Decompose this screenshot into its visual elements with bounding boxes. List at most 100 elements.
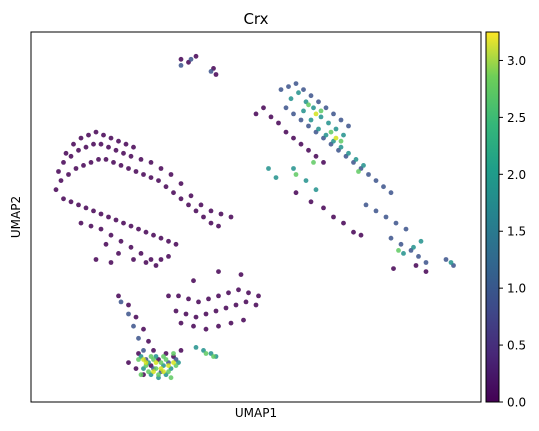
data-point <box>123 141 129 147</box>
data-point <box>291 166 296 171</box>
data-point <box>136 357 141 362</box>
data-point <box>331 111 336 117</box>
data-point <box>188 56 194 62</box>
data-point <box>106 214 111 220</box>
data-point <box>306 102 311 108</box>
data-point <box>121 220 126 226</box>
data-point <box>161 369 166 375</box>
y-axis-label: UMAP2 <box>9 196 23 238</box>
data-point <box>71 141 76 147</box>
data-point <box>203 326 209 332</box>
data-point <box>203 351 209 356</box>
data-point <box>103 241 109 247</box>
data-point <box>328 129 334 135</box>
data-point <box>198 202 204 208</box>
data-point <box>178 56 184 62</box>
data-point <box>196 299 201 305</box>
data-point <box>296 90 301 96</box>
data-point <box>68 153 74 159</box>
data-point <box>138 157 144 162</box>
data-point <box>63 150 69 156</box>
data-point <box>361 163 366 168</box>
data-point <box>96 157 101 162</box>
data-point <box>93 257 99 262</box>
data-point <box>138 372 144 378</box>
data-point <box>193 314 199 320</box>
data-point <box>443 257 449 262</box>
data-point <box>246 290 251 296</box>
data-point <box>401 251 406 256</box>
data-point <box>313 153 319 159</box>
data-point <box>253 302 259 308</box>
data-point <box>298 117 304 123</box>
data-point <box>413 263 419 268</box>
data-point <box>183 311 189 317</box>
data-point <box>166 293 171 299</box>
data-point <box>78 135 84 141</box>
data-point <box>298 141 304 147</box>
data-point <box>393 220 399 226</box>
data-point <box>116 251 121 256</box>
data-point <box>338 117 344 123</box>
data-point <box>316 99 321 105</box>
data-point <box>276 120 281 126</box>
data-point <box>151 348 156 353</box>
data-point <box>208 220 214 226</box>
data-point <box>86 132 91 138</box>
data-point <box>131 323 136 329</box>
data-point <box>56 169 61 174</box>
data-point <box>266 166 271 171</box>
data-point <box>216 269 221 274</box>
data-point <box>146 369 151 375</box>
data-point <box>153 263 159 268</box>
data-point <box>156 178 161 184</box>
data-point <box>178 320 184 326</box>
data-point <box>166 363 171 368</box>
data-point <box>116 138 121 144</box>
data-point <box>313 111 319 117</box>
data-point <box>171 351 176 356</box>
colorbar-tick-label: 3.0 <box>507 54 526 68</box>
data-point <box>423 269 429 274</box>
data-point <box>173 308 179 314</box>
data-point <box>346 150 351 156</box>
data-point <box>133 366 139 371</box>
data-point <box>126 360 131 365</box>
data-point <box>186 296 191 302</box>
data-point <box>351 229 356 235</box>
data-point <box>308 199 314 205</box>
data-point <box>228 320 234 326</box>
data-point <box>241 317 246 323</box>
data-point <box>283 129 289 135</box>
data-point <box>58 178 64 184</box>
data-point <box>403 226 409 232</box>
data-point <box>128 244 134 250</box>
data-point <box>148 175 154 181</box>
data-point <box>98 211 104 217</box>
data-point <box>66 172 71 177</box>
data-point <box>108 135 114 141</box>
data-point <box>236 287 241 293</box>
data-point <box>121 150 126 156</box>
data-point <box>208 69 214 74</box>
data-point <box>171 360 176 365</box>
data-point <box>363 202 369 208</box>
data-point <box>91 141 96 147</box>
data-point <box>88 160 94 165</box>
data-point <box>158 166 164 171</box>
data-point <box>341 220 346 226</box>
colorbar <box>485 31 500 403</box>
data-point <box>148 160 154 165</box>
data-point <box>323 105 329 111</box>
data-point <box>233 302 239 308</box>
data-point <box>141 357 146 362</box>
data-point <box>91 208 96 214</box>
scatter-points <box>53 53 456 381</box>
data-point <box>226 290 231 296</box>
data-point <box>346 123 351 129</box>
data-point <box>308 93 314 99</box>
data-point <box>116 293 121 299</box>
data-point <box>178 63 184 68</box>
data-point <box>373 208 379 214</box>
